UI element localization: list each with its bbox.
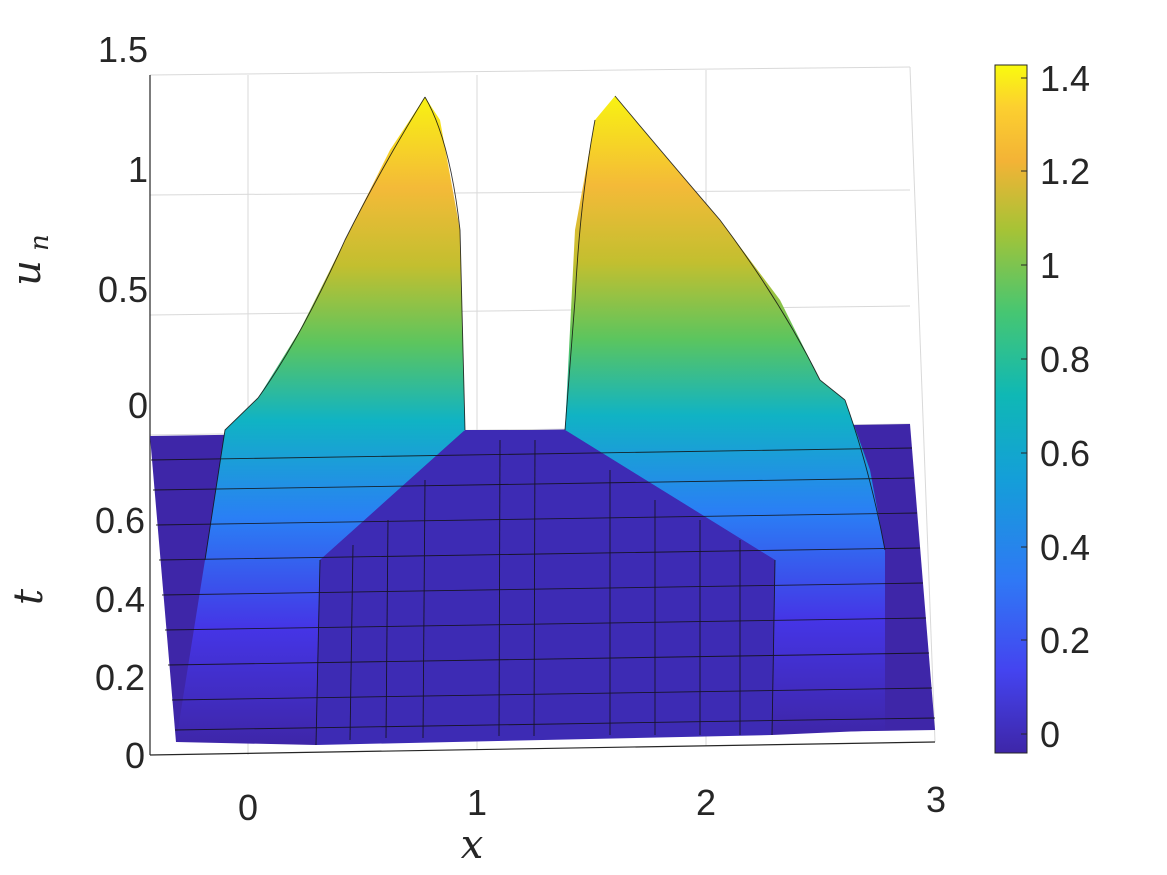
- colorbar-tick-1.4: 1.4: [1040, 58, 1090, 99]
- z-tick-0: 0: [128, 385, 148, 426]
- colorbar: 0 0.2 0.4 0.6 0.8 1 1.2 1.4: [994, 58, 1090, 755]
- z-axis-label-main: u: [4, 260, 50, 286]
- x-tick-3: 3: [926, 779, 946, 820]
- y-ticks: 0 0.2 0.4 0.6: [95, 500, 145, 776]
- y-tick-0.2: 0.2: [95, 657, 145, 698]
- x-axis-label: x: [461, 822, 484, 868]
- z-tick-1: 1: [128, 149, 148, 190]
- x-tick-0: 0: [238, 787, 258, 828]
- z-axis-label-subscript: n: [25, 234, 55, 251]
- z-tick-1.5: 1.5: [98, 29, 148, 70]
- x-tick-2: 2: [696, 782, 716, 823]
- colorbar-tick-0.8: 0.8: [1040, 339, 1090, 380]
- z-axis-label: u n: [4, 234, 55, 286]
- y-tick-0.6: 0.6: [95, 500, 145, 541]
- colorbar-gradient: [994, 64, 1028, 754]
- y-tick-0: 0: [125, 735, 145, 776]
- surface-trough: [316, 430, 775, 745]
- x-ticks: 0 1 2 3: [238, 779, 946, 828]
- surface-right-peak: [565, 96, 885, 735]
- colorbar-tick-0: 0: [1040, 714, 1060, 755]
- y-tick-0.4: 0.4: [95, 579, 145, 620]
- z-tick-0.5: 0.5: [98, 269, 148, 310]
- axis-lines: [149, 75, 936, 756]
- y-axis-label: t: [6, 588, 52, 605]
- colorbar-tick-0.6: 0.6: [1040, 433, 1090, 474]
- colorbar-tick-1.2: 1.2: [1040, 151, 1090, 192]
- x-tick-1: 1: [467, 782, 487, 823]
- z-ticks: 0 0.5 1 1.5: [98, 29, 148, 426]
- colorbar-tick-1: 1: [1040, 245, 1060, 286]
- colorbar-tick-0.4: 0.4: [1040, 527, 1090, 568]
- colorbar-tick-0.2: 0.2: [1040, 620, 1090, 661]
- mesh-lines: [150, 95, 936, 746]
- surface-left-peak: [176, 97, 465, 745]
